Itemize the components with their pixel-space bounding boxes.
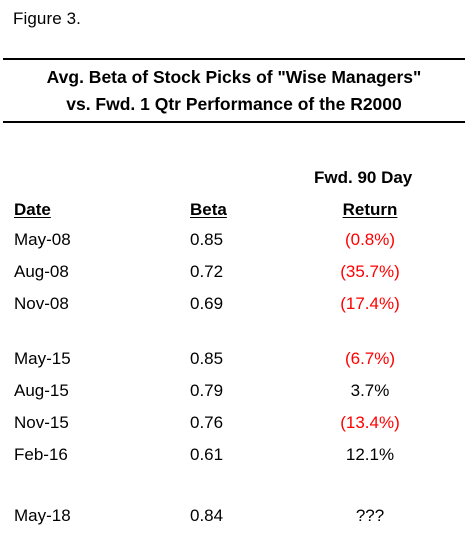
- date-cell: Nov-08: [14, 294, 69, 313]
- date-cell: May-15: [14, 349, 71, 368]
- table-row: Aug-15 0.79 3.7%: [0, 381, 472, 413]
- return-cell: ???: [355, 506, 385, 525]
- beta-cell: 0.69: [190, 294, 224, 313]
- return-cell: 12.1%: [345, 445, 395, 464]
- beta-cell: 0.76: [190, 413, 224, 432]
- date-cell: May-18: [14, 506, 71, 525]
- return-cell: (6.7%): [344, 349, 396, 368]
- table-title: Avg. Beta of Stock Picks of "Wise Manage…: [3, 58, 465, 123]
- return-cell: (0.8%): [344, 230, 396, 249]
- beta-cell: 0.72: [190, 262, 224, 281]
- beta-cell: 0.61: [190, 445, 224, 464]
- table-row: Aug-08 0.72 (35.7%): [0, 262, 472, 294]
- return-cell: (17.4%): [340, 294, 400, 313]
- title-line-1: Avg. Beta of Stock Picks of "Wise Manage…: [46, 67, 422, 87]
- date-header: Date: [14, 200, 51, 219]
- title-line-2: vs. Fwd. 1 Qtr Performance of the R2000: [66, 94, 402, 114]
- table-row: Nov-08 0.69 (17.4%): [0, 294, 472, 326]
- figure-label: Figure 3.: [13, 9, 81, 28]
- table-row: Feb-16 0.61 12.1%: [0, 445, 472, 477]
- table-row: May-08 0.85 (0.8%): [0, 230, 472, 262]
- date-cell: Aug-15: [14, 381, 69, 400]
- beta-cell: 0.84: [190, 506, 224, 525]
- table-row: Nov-15 0.76 (13.4%): [0, 413, 472, 445]
- return-cell: (35.7%): [340, 262, 400, 281]
- return-cell: 3.7%: [350, 381, 390, 400]
- table-row: May-15 0.85 (6.7%): [0, 349, 472, 381]
- date-cell: Aug-08: [14, 262, 69, 281]
- beta-header: Beta: [190, 200, 227, 219]
- beta-cell: 0.79: [190, 381, 224, 400]
- return-header: Return: [342, 200, 398, 219]
- date-cell: Feb-16: [14, 445, 68, 464]
- beta-cell: 0.85: [190, 349, 224, 368]
- date-cell: May-08: [14, 230, 71, 249]
- return-header-pre: Fwd. 90 Day: [314, 168, 413, 187]
- return-cell: (13.4%): [340, 413, 400, 432]
- date-cell: Nov-15: [14, 413, 69, 432]
- table-row: May-18 0.84???: [0, 506, 472, 538]
- beta-cell: 0.85: [190, 230, 224, 249]
